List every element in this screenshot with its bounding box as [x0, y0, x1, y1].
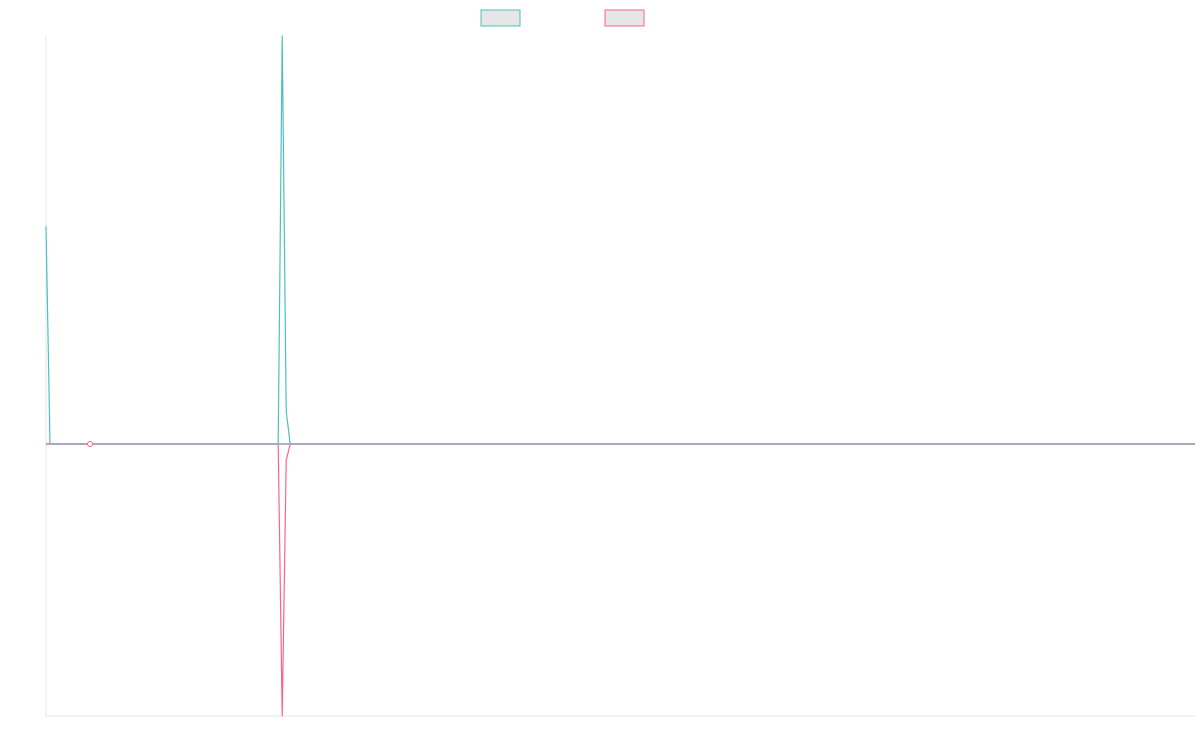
legend-swatch-2[interactable]	[604, 9, 645, 27]
legend[interactable]	[480, 9, 645, 27]
series-line-2	[46, 443, 1195, 717]
legend-swatch-1[interactable]	[480, 9, 521, 27]
series-group	[45, 35, 1195, 717]
series-line-1	[45, 35, 1195, 445]
data-point-marker[interactable]	[87, 441, 94, 447]
markers	[87, 441, 94, 447]
axes	[45, 36, 1195, 717]
